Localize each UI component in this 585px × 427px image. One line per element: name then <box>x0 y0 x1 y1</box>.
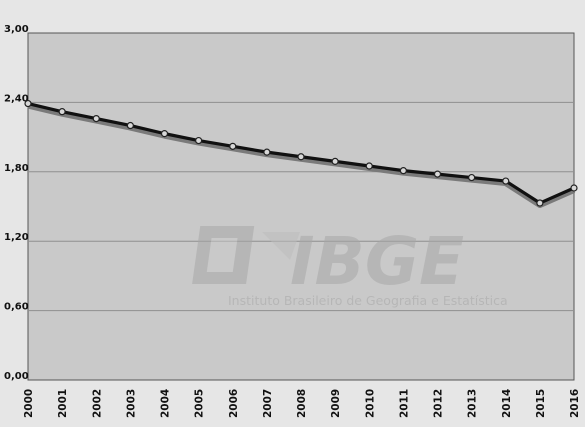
data-point <box>468 173 476 182</box>
data-point <box>160 130 169 138</box>
x-tick-label: 2005 <box>194 389 206 418</box>
data-point <box>502 177 510 185</box>
data-point <box>399 167 407 175</box>
x-tick-label: 2013 <box>467 389 479 418</box>
ibge-logo-text: IBGE <box>290 223 464 300</box>
x-tick-label: 2014 <box>501 389 513 418</box>
x-tick-label: 2016 <box>569 389 581 418</box>
x-tick-label: 2008 <box>296 389 308 418</box>
y-tick-label: 1,80 <box>4 163 29 174</box>
data-point <box>433 170 442 178</box>
ibge-logo-icon <box>192 226 300 284</box>
y-tick-label: 3,00 <box>4 24 29 35</box>
data-point <box>229 142 237 150</box>
y-tick-label: 0,00 <box>4 371 29 382</box>
plot-area <box>27 32 575 381</box>
y-tick-label: 1,20 <box>4 232 29 243</box>
x-tick-label: 2001 <box>57 389 69 418</box>
x-tick-label: 2012 <box>433 389 445 418</box>
data-point <box>297 153 305 161</box>
x-tick-label: 2003 <box>125 389 137 418</box>
data-point <box>536 199 544 207</box>
x-tick-label: 2010 <box>364 389 376 418</box>
x-tick-label: 2015 <box>535 389 547 418</box>
data-point <box>331 157 339 165</box>
x-tick-labels: 2000 2001 2002 2003 2004 2005 2006 2007 2008 2009… <box>23 389 581 418</box>
data-point <box>58 108 66 116</box>
x-tick-label: 2004 <box>160 389 172 418</box>
ibge-watermark: IBGE Instituto Brasileiro de Geografia e… <box>192 223 508 308</box>
data-point <box>195 136 203 145</box>
data-point <box>365 162 373 170</box>
x-tick-label: 2011 <box>398 389 410 418</box>
y-tick-label: 2,40 <box>4 93 29 104</box>
x-tick-label: 2006 <box>228 389 240 418</box>
y-tick-label: 0,60 <box>4 302 29 313</box>
x-tick-label: 2002 <box>91 389 103 418</box>
data-point <box>126 121 134 130</box>
ibge-caption: Instituto Brasileiro de Geografia e Esta… <box>228 293 508 308</box>
y-tick-labels: 0,00 0,60 1,20 1,80 2,40 3,00 <box>4 24 29 382</box>
data-point <box>92 114 100 123</box>
gridlines <box>28 101 574 312</box>
x-tick-label: 2007 <box>262 389 274 418</box>
data-point <box>263 148 271 156</box>
series-line-layer <box>24 99 578 209</box>
data-point <box>24 99 32 108</box>
data-point <box>570 184 578 192</box>
x-tick-label: 2009 <box>330 389 342 418</box>
x-tick-label: 2000 <box>23 389 35 418</box>
